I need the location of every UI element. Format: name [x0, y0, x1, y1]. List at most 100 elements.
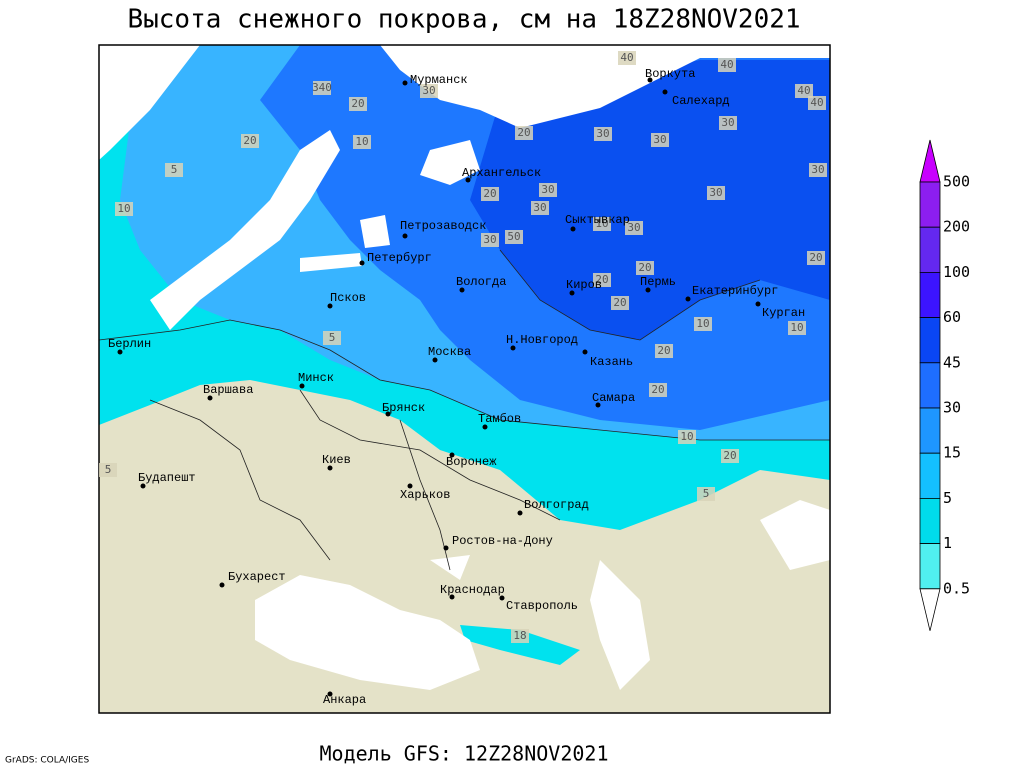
contour-label: 20	[638, 261, 651, 274]
contour-label-bg	[807, 251, 825, 265]
city-dot	[645, 287, 651, 293]
city-dot	[207, 395, 213, 401]
city-label: Краснодар	[440, 583, 505, 597]
borders	[99, 249, 830, 571]
city-label: Воронеж	[446, 455, 497, 469]
contour-label-bg	[694, 317, 712, 331]
city-dot	[482, 424, 488, 430]
city-label: Будапешт	[138, 471, 196, 485]
contour-label-bg	[636, 261, 654, 275]
city-label: Киев	[322, 453, 351, 467]
contour-label: 40	[797, 84, 810, 97]
city-dot	[449, 452, 455, 458]
contour-label: 30	[483, 233, 496, 246]
contour-label-bg	[808, 96, 826, 110]
city-dot	[402, 233, 408, 239]
contour-label: 10	[680, 430, 693, 443]
contour-label-bg	[165, 163, 183, 177]
city-label: Ставрополь	[506, 599, 578, 613]
contour-label-bg	[649, 383, 667, 397]
contour-label-bg	[625, 221, 643, 235]
contour-label-bg	[611, 296, 629, 310]
city-label: Петрозаводск	[400, 219, 486, 233]
city-dot	[510, 345, 516, 351]
city-label: Варшава	[203, 383, 253, 397]
city-dot	[517, 510, 523, 516]
contour-label: 20	[243, 134, 256, 147]
contour-label-bg	[809, 163, 827, 177]
credit: GrADS: COLA/IGES	[5, 756, 89, 766]
contour-label-bg	[511, 629, 529, 643]
contour-label: 40	[810, 96, 823, 109]
contour-label: 20	[809, 251, 822, 264]
contour-label: 20	[723, 449, 736, 462]
contour-label-bg	[593, 217, 611, 231]
contour-label: 10	[790, 321, 803, 334]
contour-label: 20	[351, 97, 364, 110]
city-label: Псков	[330, 291, 366, 305]
contour-label: 20	[483, 187, 496, 200]
city-dot	[117, 349, 123, 355]
city-dot	[465, 177, 471, 183]
contour-label: 20	[651, 383, 664, 396]
contour-label: 40	[720, 58, 733, 71]
contour-label-bg	[788, 321, 806, 335]
city-dot	[570, 226, 576, 232]
city-dot	[582, 349, 588, 355]
contour-label: 30	[422, 84, 435, 97]
city-label: Курган	[762, 306, 805, 320]
contour-label-bg	[99, 463, 117, 477]
legend-swatch	[919, 407, 941, 454]
contour-label: 5	[703, 487, 710, 500]
contour-label-bg	[481, 233, 499, 247]
city-label: Бухарест	[228, 570, 286, 584]
map	[99, 45, 830, 713]
city-dot	[385, 411, 391, 417]
contour-label: 30	[627, 221, 640, 234]
contour-label: 10	[355, 135, 368, 148]
city-label: Самара	[592, 391, 635, 405]
contour-label: 30	[709, 186, 722, 199]
contour-label-bg	[697, 487, 715, 501]
legend-swatch	[919, 226, 941, 273]
contour-label: 30	[653, 133, 666, 146]
contour-label: 5	[171, 163, 178, 176]
city-label: Тамбов	[478, 412, 521, 426]
contour-label-bg	[531, 201, 549, 215]
contour-label-bg	[594, 127, 612, 141]
contour-label: 50	[507, 230, 520, 243]
city-dot	[299, 383, 305, 389]
contour-label: 20	[595, 273, 608, 286]
contour-label-bg	[539, 183, 557, 197]
city-label: Москва	[428, 345, 471, 359]
contour-label-bg	[651, 133, 669, 147]
city-label: Ростов-на-Дону	[452, 534, 553, 548]
contour-label: 20	[517, 126, 530, 139]
contour-label: 18	[513, 629, 526, 642]
contour-label: 10	[696, 317, 709, 330]
contour-label-bg	[323, 331, 341, 345]
snow-4	[470, 60, 830, 340]
city-label: Архангельск	[462, 166, 541, 180]
contour-label: 40	[620, 51, 633, 64]
legend-label: 0.5	[943, 579, 970, 597]
legend-swatch	[919, 181, 941, 228]
legend-label: 500	[943, 173, 970, 191]
legend-label: 45	[943, 353, 961, 371]
contour-label-bg	[420, 84, 438, 98]
legend-label: 200	[943, 218, 970, 236]
city-dot	[595, 402, 601, 408]
contour-label-bg	[349, 97, 367, 111]
city-dot	[359, 260, 365, 266]
snow-caucasus	[460, 625, 580, 665]
city-dot	[327, 691, 333, 697]
contour-label: 30	[721, 116, 734, 129]
contour-label-bg	[655, 344, 673, 358]
model-caption: Модель GFS: 12Z28NOV2021	[320, 742, 609, 766]
contour-label: 30	[541, 183, 554, 196]
city-label: Брянск	[382, 401, 425, 415]
city-dot	[459, 287, 465, 293]
city-dot	[499, 595, 505, 601]
legend-label: 30	[943, 399, 961, 417]
city-label: Киров	[566, 278, 602, 292]
